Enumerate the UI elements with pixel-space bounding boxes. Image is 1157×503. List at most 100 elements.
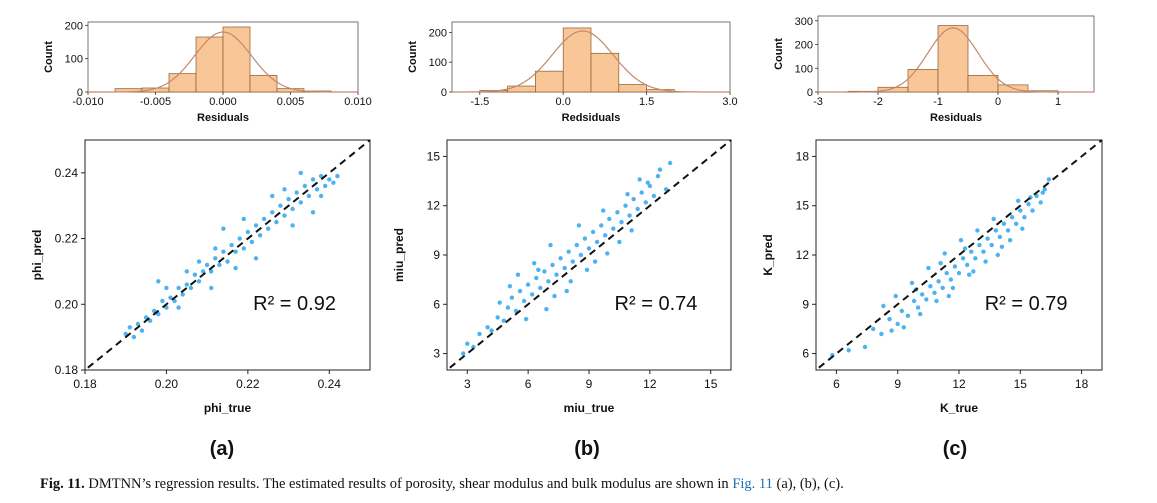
scatter-y-tick-label: 12 bbox=[427, 199, 441, 213]
histogram-bar bbox=[168, 73, 197, 93]
histogram-x-tick-label: 0.000 bbox=[209, 96, 237, 108]
scatter-point bbox=[993, 228, 998, 233]
scatter-point bbox=[204, 262, 210, 268]
normal-fit-curve bbox=[88, 31, 358, 93]
scatter-point bbox=[881, 303, 886, 309]
scatter-point bbox=[582, 236, 588, 241]
scatter-y-tick-label: 3 bbox=[433, 347, 440, 361]
scatter-point bbox=[200, 269, 206, 274]
scatter-point bbox=[318, 173, 324, 179]
scatter-point bbox=[1042, 187, 1048, 192]
scatter-point bbox=[310, 177, 316, 182]
scatter-point bbox=[253, 256, 259, 261]
scatter-point bbox=[143, 315, 149, 320]
scatter-x-tick-label: 9 bbox=[894, 377, 901, 391]
scatter-point bbox=[213, 256, 218, 261]
scatter-point bbox=[485, 325, 490, 330]
scatter-point bbox=[934, 298, 939, 304]
scatter-point bbox=[544, 307, 549, 312]
scatter-x-tick-label: 0.22 bbox=[236, 377, 260, 391]
histogram-x-tick-label: 0 bbox=[995, 96, 1001, 108]
scatter-point bbox=[944, 270, 949, 276]
histogram-x-tick-label: 0.010 bbox=[344, 96, 372, 108]
scatter-point bbox=[570, 259, 575, 264]
scatter-point bbox=[164, 285, 169, 291]
scatter-point bbox=[131, 334, 137, 340]
histogram-bar bbox=[590, 52, 620, 93]
scatter-point bbox=[461, 351, 466, 356]
scatter-point bbox=[655, 173, 661, 179]
scatter-point bbox=[932, 290, 937, 295]
histogram-x-tick-label: -2 bbox=[873, 96, 883, 108]
scatter-point bbox=[323, 183, 328, 189]
scatter-y-tick-label: 15 bbox=[796, 199, 810, 213]
caption-text: DMTNN’s regression results. The estimate… bbox=[88, 476, 729, 492]
scatter-point bbox=[233, 249, 238, 254]
scatter-point bbox=[552, 293, 557, 299]
scatter-point bbox=[667, 160, 673, 166]
scatter-point bbox=[948, 277, 953, 282]
scatter-y-tick-label: 0.20 bbox=[55, 297, 79, 311]
scatter-point bbox=[477, 331, 482, 337]
scatter-point bbox=[1034, 193, 1039, 199]
histogram-y-tick-label: 0 bbox=[441, 87, 447, 99]
scatter-point bbox=[590, 229, 596, 235]
histogram-bar bbox=[249, 74, 278, 93]
scatter-point bbox=[601, 208, 606, 213]
scatter-point bbox=[180, 292, 185, 297]
histogram-x-label: Redsiduals bbox=[562, 112, 621, 124]
caption-figure-link[interactable]: Fig. 11 bbox=[732, 476, 773, 492]
scatter-point bbox=[298, 200, 303, 205]
scatter-point bbox=[192, 272, 198, 277]
histogram-x-tick-label: -3 bbox=[813, 96, 823, 108]
scatter-point bbox=[901, 325, 906, 330]
scatter-point bbox=[286, 196, 291, 202]
scatter-point bbox=[532, 261, 537, 266]
scatter-point bbox=[548, 242, 553, 248]
scatter-point bbox=[995, 252, 1000, 258]
scatter-point bbox=[592, 259, 598, 264]
panel-label: (c) bbox=[943, 438, 967, 460]
histogram-x-tick-label: -0.005 bbox=[140, 96, 171, 108]
scatter-point bbox=[967, 272, 972, 277]
scatter-point bbox=[846, 348, 851, 353]
scatter-x-label: phi_true bbox=[204, 401, 252, 415]
scatter-point bbox=[1009, 215, 1015, 220]
scatter-point bbox=[554, 272, 559, 277]
scatter-point bbox=[225, 259, 230, 264]
scatter-point bbox=[1018, 208, 1023, 213]
identity-line bbox=[818, 139, 1103, 369]
scatter-point bbox=[938, 261, 943, 266]
histogram-bar bbox=[222, 26, 251, 93]
scatter-point bbox=[274, 219, 279, 225]
scatter-point bbox=[1030, 208, 1035, 213]
histogram-x-tick-label: -0.010 bbox=[72, 96, 103, 108]
scatter-point bbox=[647, 183, 653, 189]
histogram-bar bbox=[907, 69, 939, 93]
scatter-point bbox=[282, 187, 287, 192]
scatter-point bbox=[507, 284, 513, 289]
scatter-x-tick-label: 3 bbox=[464, 377, 471, 391]
scatter-point bbox=[956, 270, 962, 276]
r-squared-annotation: R² = 0.74 bbox=[615, 293, 698, 315]
scatter-point bbox=[639, 190, 644, 195]
scatter-point bbox=[905, 313, 911, 318]
scatter-point bbox=[241, 216, 246, 222]
scatter-point bbox=[538, 285, 543, 291]
histogram-bar bbox=[562, 27, 592, 93]
scatter-point bbox=[615, 210, 620, 215]
scatter-point bbox=[594, 239, 600, 245]
scatter-point bbox=[893, 293, 898, 299]
scatter-point bbox=[237, 236, 242, 241]
scatter-point bbox=[871, 326, 876, 332]
scatter-point bbox=[249, 239, 255, 245]
scatter-x-tick-label: 9 bbox=[586, 377, 593, 391]
scatter-point bbox=[999, 244, 1005, 249]
scatter-point bbox=[568, 279, 573, 284]
histogram-x-tick-label: 1 bbox=[1055, 96, 1061, 108]
scatter-point bbox=[605, 251, 610, 256]
scatter-point bbox=[643, 200, 648, 205]
scatter-point bbox=[1022, 215, 1027, 220]
scatter-point bbox=[318, 193, 324, 199]
scatter-point bbox=[257, 233, 263, 238]
